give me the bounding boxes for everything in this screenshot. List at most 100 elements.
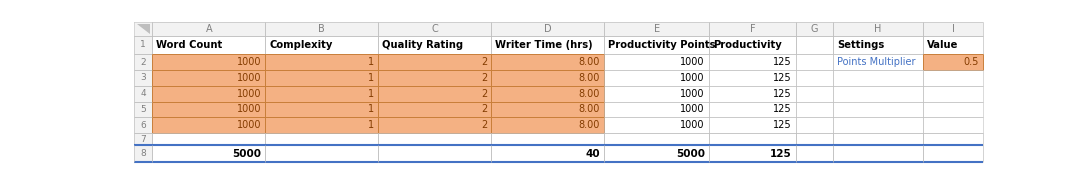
Bar (605, 145, 709, 162)
Bar (709, 70, 796, 86)
Bar (152, 22, 265, 35)
Bar (709, 22, 796, 35)
Text: Quality Rating: Quality Rating (383, 40, 463, 50)
Bar (491, 102, 605, 117)
Bar (134, 86, 152, 102)
Bar (605, 133, 709, 145)
Text: Writer Time (hrs): Writer Time (hrs) (495, 40, 593, 50)
Bar (152, 102, 265, 117)
Bar (491, 22, 605, 35)
Text: Value: Value (927, 40, 958, 50)
Bar (265, 117, 378, 133)
Text: 5000: 5000 (675, 149, 704, 159)
Bar (134, 70, 152, 86)
Text: 2: 2 (481, 73, 487, 83)
Text: 6: 6 (140, 121, 146, 130)
Bar (833, 145, 923, 162)
Bar (491, 35, 605, 54)
Bar (152, 54, 265, 70)
Bar (796, 117, 833, 133)
Text: 2: 2 (481, 89, 487, 99)
Bar (265, 35, 378, 54)
Bar (833, 86, 923, 102)
Bar (833, 117, 923, 133)
Text: 125: 125 (771, 149, 792, 159)
Bar (923, 70, 983, 86)
Text: 1000: 1000 (237, 89, 262, 99)
Bar (923, 117, 983, 133)
Bar (491, 70, 605, 86)
Bar (134, 22, 152, 35)
Bar (491, 117, 605, 133)
Bar (796, 145, 833, 162)
Bar (796, 22, 833, 35)
Text: 1000: 1000 (681, 89, 704, 99)
Bar (265, 70, 378, 86)
Bar (605, 54, 709, 70)
Bar (709, 102, 796, 117)
Bar (378, 145, 491, 162)
Bar (709, 145, 796, 162)
Bar (152, 35, 265, 54)
Text: C: C (431, 24, 438, 34)
Bar (605, 35, 709, 54)
Bar (796, 35, 833, 54)
Text: 1: 1 (140, 40, 146, 49)
Bar (923, 22, 983, 35)
Bar (265, 145, 378, 162)
Text: 1000: 1000 (237, 57, 262, 67)
Text: 1000: 1000 (237, 120, 262, 130)
Bar (605, 70, 709, 86)
Text: 5000: 5000 (233, 149, 262, 159)
Bar (709, 133, 796, 145)
Text: 0.5: 0.5 (964, 57, 979, 67)
Bar (134, 54, 152, 70)
Bar (796, 70, 833, 86)
Text: 1: 1 (368, 73, 374, 83)
Text: 3: 3 (140, 73, 146, 82)
Text: A: A (206, 24, 212, 34)
Text: 1000: 1000 (237, 73, 262, 83)
Bar (152, 70, 265, 86)
Text: Word Count: Word Count (157, 40, 223, 50)
Bar (709, 54, 796, 70)
Text: 40: 40 (585, 149, 600, 159)
Text: 1000: 1000 (681, 57, 704, 67)
Text: 8.00: 8.00 (579, 104, 600, 114)
Text: G: G (810, 24, 818, 34)
Text: B: B (318, 24, 325, 34)
Bar (378, 117, 491, 133)
Text: Complexity: Complexity (269, 40, 332, 50)
Bar (709, 117, 796, 133)
Bar (134, 35, 152, 54)
Text: I: I (952, 24, 954, 34)
Bar (378, 102, 491, 117)
Bar (833, 22, 923, 35)
Bar (378, 22, 491, 35)
Bar (923, 102, 983, 117)
Bar (152, 133, 265, 145)
Text: F: F (749, 24, 756, 34)
Bar (796, 86, 833, 102)
Bar (709, 35, 796, 54)
Bar (378, 35, 491, 54)
Text: 5: 5 (140, 105, 146, 114)
Bar (605, 22, 709, 35)
Text: 1000: 1000 (237, 104, 262, 114)
Text: 1: 1 (368, 57, 374, 67)
Bar (265, 54, 378, 70)
Bar (265, 86, 378, 102)
Bar (923, 54, 983, 70)
Bar (491, 133, 605, 145)
Text: 125: 125 (773, 104, 792, 114)
Text: 1: 1 (368, 89, 374, 99)
Text: 1000: 1000 (681, 120, 704, 130)
Bar (152, 86, 265, 102)
Bar (923, 145, 983, 162)
Text: Productivity Points: Productivity Points (609, 40, 716, 50)
Bar (833, 54, 923, 70)
Bar (709, 86, 796, 102)
Text: H: H (875, 24, 881, 34)
Text: 1: 1 (368, 104, 374, 114)
Text: 2: 2 (481, 120, 487, 130)
